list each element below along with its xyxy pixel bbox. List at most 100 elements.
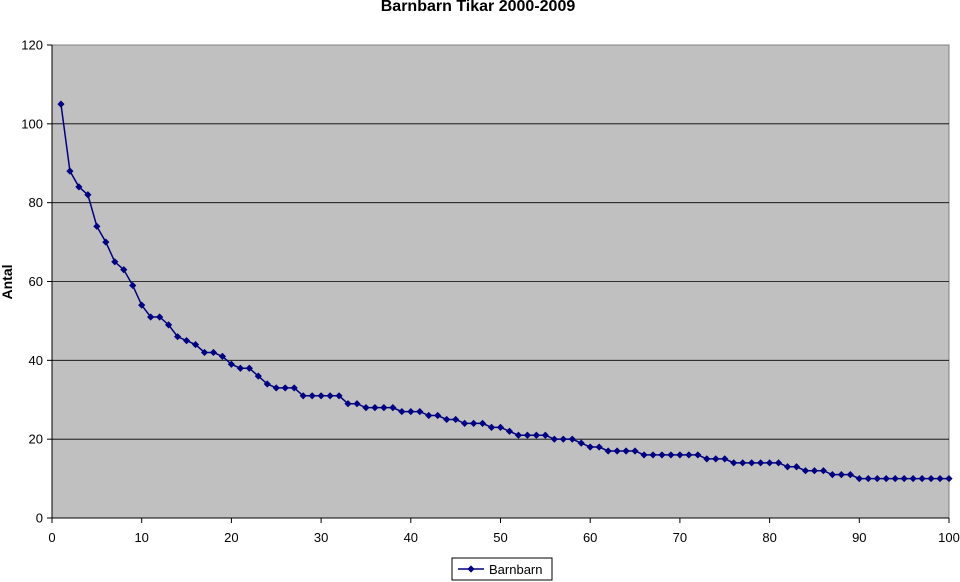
- data-point: [75, 183, 83, 191]
- data-point: [407, 407, 415, 416]
- series-layer: [57, 100, 953, 483]
- data-point: [730, 459, 738, 467]
- data-point: [93, 222, 101, 230]
- grid-lines: [52, 123, 949, 440]
- y-tick-label: 120: [21, 38, 43, 53]
- y-tick-label: 40: [29, 353, 43, 368]
- data-point: [425, 411, 433, 420]
- data-point: [398, 407, 406, 416]
- data-point: [371, 404, 379, 412]
- data-point: [57, 100, 65, 108]
- data-point: [559, 435, 567, 443]
- data-point: [461, 419, 469, 427]
- data-point: [936, 474, 944, 483]
- data-point: [810, 467, 819, 475]
- y-axis-label: Antal: [0, 265, 15, 300]
- data-point: [819, 467, 828, 475]
- data-point: [129, 281, 137, 290]
- data-point: [227, 360, 235, 368]
- data-point: [254, 372, 262, 380]
- data-point: [541, 431, 549, 439]
- legend-label: Barnbarn: [489, 562, 542, 577]
- data-point: [478, 419, 487, 427]
- y-tick-label: 80: [29, 195, 43, 210]
- data-point: [846, 471, 854, 479]
- data-point: [245, 364, 253, 372]
- data-point: [326, 392, 334, 400]
- data-point: [165, 321, 173, 329]
- data-point: [757, 459, 765, 467]
- data-point: [721, 455, 729, 463]
- data-point: [308, 392, 316, 400]
- y-tick-label: 60: [29, 274, 43, 289]
- data-point: [443, 415, 451, 424]
- data-point: [604, 447, 612, 455]
- x-tick-label: 80: [762, 530, 776, 545]
- data-point: [84, 191, 92, 199]
- data-point: [156, 313, 164, 321]
- data-point: [236, 364, 244, 372]
- data-point: [801, 467, 810, 475]
- data-point: [703, 455, 711, 463]
- y-tick-label: 0: [36, 511, 43, 526]
- data-point: [837, 471, 845, 479]
- x-tick-label: 30: [314, 530, 328, 545]
- x-tick-label: 90: [852, 530, 866, 545]
- data-point: [200, 348, 209, 357]
- data-point: [317, 392, 325, 400]
- data-point: [577, 439, 585, 447]
- data-point: [209, 348, 218, 357]
- data-point: [909, 474, 917, 483]
- y-tick-label: 20: [29, 432, 43, 447]
- data-point: [882, 474, 890, 483]
- series-line: [60, 104, 949, 480]
- data-point: [147, 313, 155, 321]
- data-point: [667, 451, 675, 459]
- data-point: [182, 337, 191, 345]
- data-point: [676, 451, 684, 459]
- data-point: [263, 380, 271, 388]
- data-point: [864, 474, 872, 483]
- data-point: [532, 431, 540, 439]
- data-point: [138, 301, 146, 309]
- data-point: [891, 474, 899, 483]
- data-point: [900, 474, 908, 483]
- x-tick-label: 20: [224, 530, 238, 545]
- data-point: [452, 415, 460, 424]
- data-point: [649, 451, 657, 459]
- data-point: [335, 392, 343, 400]
- data-point: [568, 435, 576, 443]
- data-point: [487, 423, 496, 431]
- data-point: [272, 384, 280, 392]
- data-point: [299, 392, 307, 400]
- data-point: [873, 474, 881, 483]
- legend-marker: [467, 565, 475, 573]
- data-point: [783, 463, 792, 471]
- chart-title: Barnbarn Tikar 2000-2009: [381, 0, 576, 15]
- data-point: [514, 431, 523, 439]
- data-point: [774, 459, 783, 467]
- x-tick-label: 10: [134, 530, 148, 545]
- data-point: [102, 238, 110, 246]
- data-point: [586, 443, 594, 451]
- x-tick-label: 50: [493, 530, 507, 545]
- data-point: [290, 384, 298, 392]
- data-point: [640, 451, 648, 459]
- data-point: [496, 423, 505, 431]
- y-tick-labels: 0 20 40 60 80 100 120: [21, 38, 52, 526]
- data-point: [362, 404, 370, 412]
- data-point: [595, 443, 603, 451]
- data-point: [927, 474, 935, 483]
- data-point: [344, 400, 352, 408]
- data-point: [550, 435, 558, 443]
- data-point: [66, 167, 74, 175]
- data-point: [712, 455, 720, 463]
- data-point: [380, 404, 388, 412]
- x-tick-labels: 0 10 20 30 40 50 60 70 80 90 100: [48, 518, 960, 545]
- x-tick-label: 70: [673, 530, 687, 545]
- data-point: [416, 407, 424, 416]
- x-tick-label: 100: [938, 530, 960, 545]
- x-tick-label: 0: [48, 530, 55, 545]
- data-point: [945, 474, 953, 483]
- x-tick-label: 60: [583, 530, 597, 545]
